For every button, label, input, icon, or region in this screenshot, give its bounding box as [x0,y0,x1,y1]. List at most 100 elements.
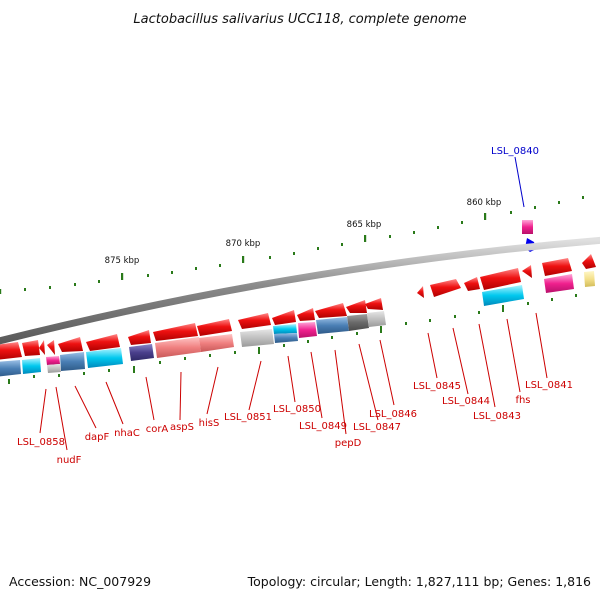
leader-line [310,351,323,419]
inner-tick [527,302,529,305]
gene-label-cora[interactable]: corA [146,424,169,435]
gene-label-nhac[interactable]: nhaC [114,428,140,439]
gene-block[interactable] [298,322,317,338]
gene-label-lsl-0851[interactable]: LSL_0851 [224,412,272,423]
gene-arrow[interactable] [86,334,120,351]
inner-tick [283,344,285,347]
gene-arrow[interactable] [47,340,55,355]
ruler-tick [147,274,149,277]
gene-block[interactable] [347,314,369,331]
ruler-tick-major [242,256,245,263]
gene-arrow[interactable] [464,277,480,291]
gene-label-lsl-0845[interactable]: LSL_0845 [413,381,461,392]
gene-block[interactable] [155,337,201,358]
gene-block-lsl-0840[interactable] [522,220,533,234]
topology-summary: Topology: circular; Length: 1,827,111 bp… [247,574,591,589]
inner-tick [8,379,10,384]
gene-label-lsl-0843[interactable]: LSL_0843 [473,411,521,422]
inner-tick [108,369,110,372]
gene-arrow[interactable] [315,303,347,318]
gene-arrow[interactable] [542,258,572,276]
gene-block[interactable] [316,317,349,334]
gene-label-lsl-0858[interactable]: LSL_0858 [17,437,65,448]
gene-label-lsl-0847[interactable]: LSL_0847 [353,422,401,433]
gene-block[interactable] [482,285,524,306]
ruler-tick [317,247,319,250]
ruler-tick [558,201,560,204]
leader-line [206,366,219,415]
gene-arrow[interactable] [365,298,383,310]
inner-tick [234,351,236,354]
gene-label-pepd[interactable]: pepD [335,438,362,449]
ruler-tick-major [121,273,124,280]
gene-block[interactable] [129,344,154,361]
gene-arrow[interactable] [480,268,521,290]
gene-block[interactable] [367,311,386,327]
inner-tick [33,375,35,378]
inner-tick [575,294,577,297]
inner-tick [209,354,211,357]
gene-label-lsl-0846[interactable]: LSL_0846 [369,409,417,420]
gene-block[interactable] [46,356,60,365]
gene-block[interactable] [47,364,61,373]
gene-label-asps[interactable]: aspS [170,422,194,433]
gene-block[interactable] [240,329,274,347]
gene-arrow[interactable] [297,308,315,321]
inner-tick [331,336,333,339]
gene-label-lsl-0850[interactable]: LSL_0850 [273,404,321,415]
ruler-tick [269,256,271,259]
ruler-tick [389,235,391,238]
gene-arrow[interactable] [153,323,198,341]
gene-label-lsl-0840[interactable]: LSL_0840 [491,146,539,157]
gene-arrow[interactable] [430,279,461,297]
gene-block[interactable] [544,274,574,293]
map-title: Lactobacillus salivarius UCC118, complet… [133,12,466,27]
gene-arrow[interactable] [0,342,22,360]
gene-arrow[interactable] [128,330,151,345]
ruler-tick [582,196,584,199]
ruler-tick [195,267,197,270]
leader-line [105,381,124,425]
gene-block[interactable] [22,358,41,374]
leader-line [74,385,97,429]
gene-label-fhs[interactable]: fhs [515,395,530,406]
ruler-label-860: 860 kbp [467,198,502,208]
gene-block[interactable] [199,334,234,352]
gene-arrow[interactable] [58,337,83,352]
gene-arrow[interactable] [39,340,45,355]
leader-line [179,371,182,421]
gene-arrow[interactable] [582,254,596,269]
inner-tick [184,357,186,360]
gene-arrow[interactable] [197,319,232,336]
inner-tick [356,332,358,335]
gene-arrow[interactable] [522,265,532,278]
gene-arrow[interactable] [346,300,367,313]
gene-label-lsl-0844[interactable]: LSL_0844 [442,396,490,407]
gene-label-dapf[interactable]: dapF [85,432,110,443]
gene-arrow[interactable] [22,340,40,356]
leader-line [478,323,496,408]
leader-line [334,349,347,435]
ruler-tick [0,289,2,294]
inner-tick [551,298,553,301]
leader-line [506,318,521,393]
gene-block[interactable] [274,333,298,343]
inner-tick-major [258,347,260,354]
gene-block[interactable] [86,348,123,368]
gene-arrow[interactable] [272,310,296,325]
inner-tick [478,311,480,314]
gene-block[interactable] [584,271,595,287]
inner-tick [58,374,60,377]
gene-arrow[interactable] [417,286,424,298]
gene-block[interactable] [0,360,21,377]
gene-label-lsl-0841[interactable]: LSL_0841 [525,380,573,391]
inner-tick [159,361,161,364]
leader-line [287,355,296,403]
gene-arrow[interactable] [238,313,271,329]
gene-block[interactable] [273,324,297,334]
gene-label-hiss[interactable]: hisS [199,418,220,429]
gene-block[interactable] [60,352,85,371]
leader-line [427,332,438,379]
gene-label-nudf[interactable]: nudF [57,455,82,466]
gene-label-lsl-0849[interactable]: LSL_0849 [299,421,347,432]
